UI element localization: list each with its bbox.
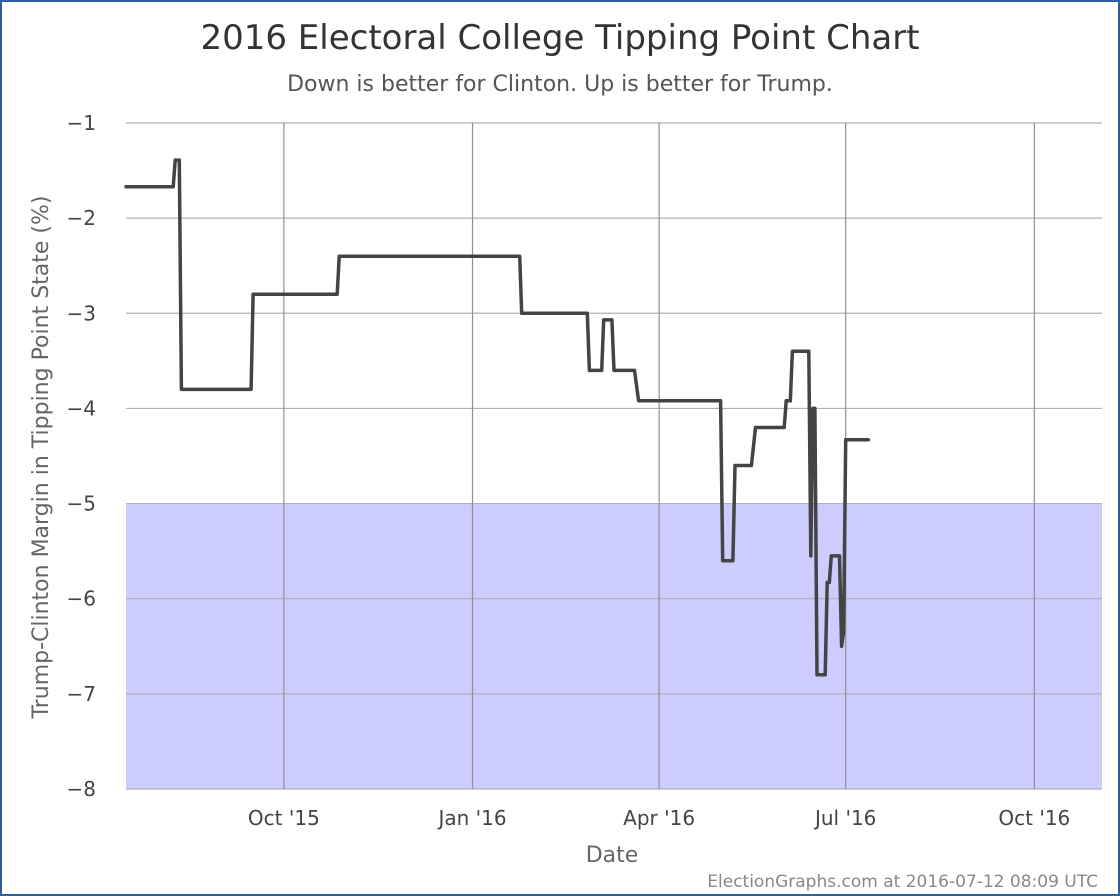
x-tick-label: Oct '15 [248,806,320,830]
x-tick-label: Apr '16 [623,806,695,830]
shaded-band [126,503,1102,789]
x-tick-label: Oct '16 [998,806,1070,830]
y-tick-label: −5 [67,492,96,516]
credit-text: ElectionGraphs.com at 2016-07-12 08:09 U… [707,872,1098,892]
grid-layer [126,122,1102,790]
y-tick-label: −1 [67,111,96,135]
x-tick-label: Jul '16 [813,806,876,830]
y-tick-label: −8 [67,777,96,801]
shaded-band-layer [126,503,1102,789]
y-tick-label: −4 [67,396,96,420]
y-tick-label: −2 [67,206,96,230]
x-axis-label: Date [586,843,639,868]
y-tick-label: −7 [67,682,96,706]
series-layer [124,158,871,677]
y-tick-labels: −1 −2 −3 −4 −5 −6 −7 −8 [67,111,96,801]
chart-title: 2016 Electoral College Tipping Point Cha… [200,18,919,58]
y-tick-label: −6 [67,587,96,611]
y-axis-label: Trump-Clinton Margin in Tipping Point St… [29,196,54,720]
x-tick-labels: Oct '15 Jan '16 Apr '16 Jul '16 Oct '16 [248,806,1070,830]
y-tick-label: −3 [67,301,96,325]
chart-subtitle: Down is better for Clinton. Up is better… [287,72,833,97]
series-line [124,158,871,677]
x-tick-label: Jan '16 [436,806,506,830]
